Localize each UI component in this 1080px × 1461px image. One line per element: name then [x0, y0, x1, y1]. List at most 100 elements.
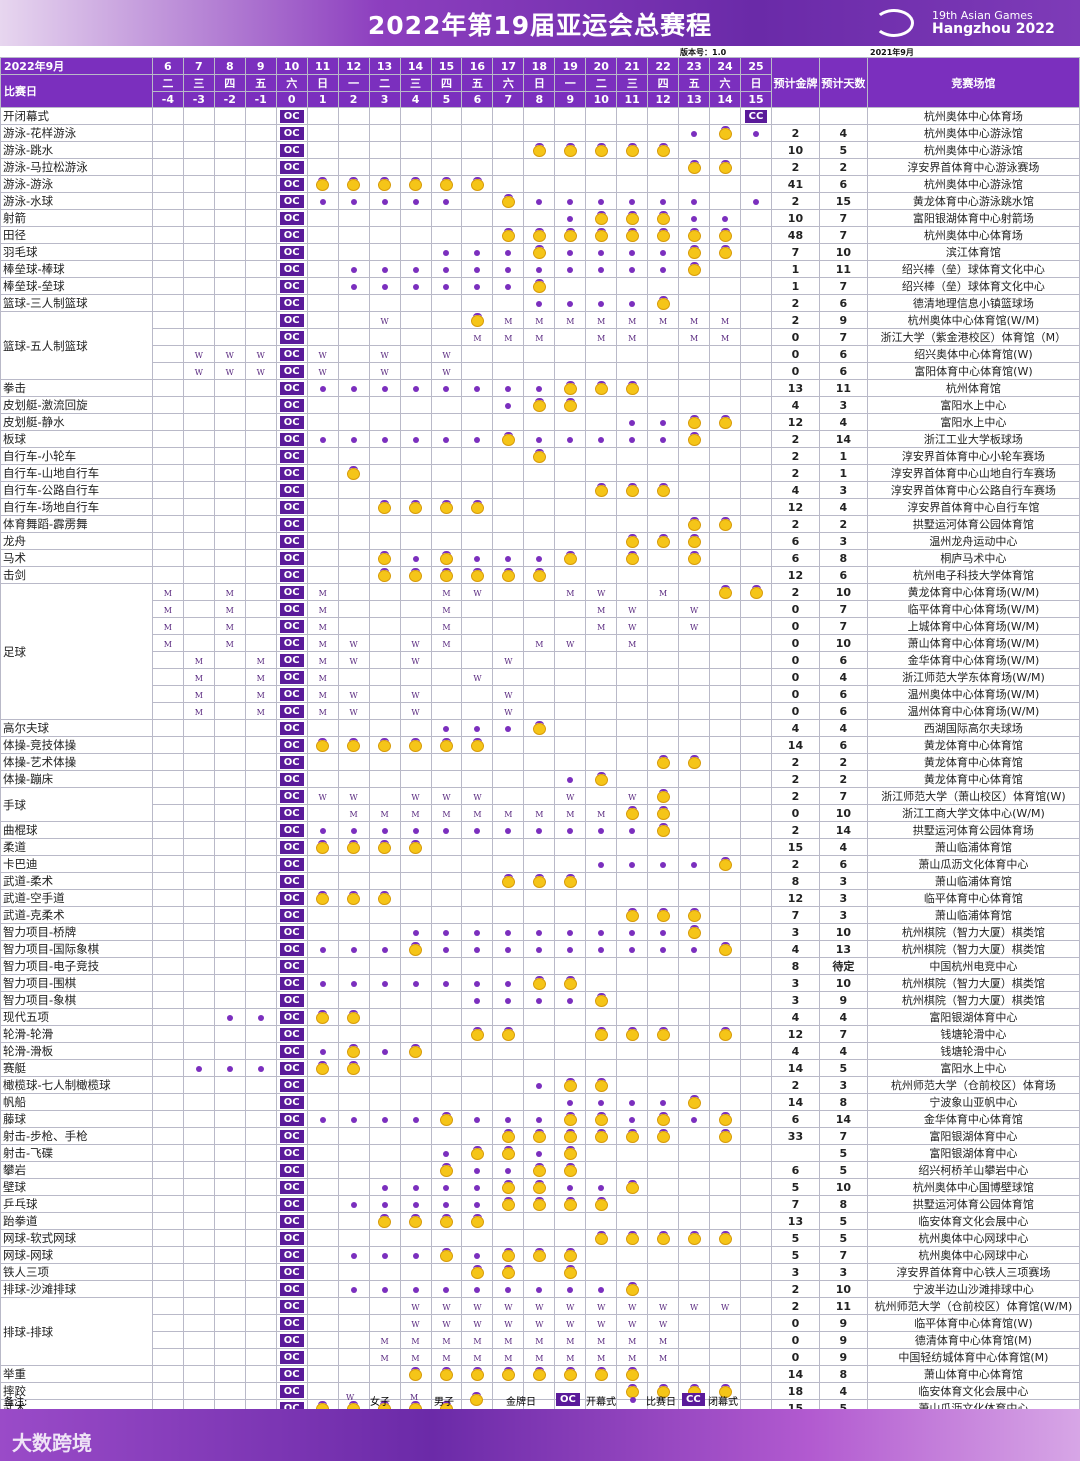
day-cell: [430, 838, 463, 856]
day-cell: [399, 328, 432, 346]
legend-m-label: 男子: [434, 1397, 454, 1408]
day-cell: [523, 192, 556, 210]
day-cell: [461, 1042, 494, 1060]
date-header: 7: [182, 57, 215, 75]
expected-gold: 0: [771, 1331, 820, 1349]
day-cell: [585, 566, 618, 584]
day-cell: [368, 651, 401, 669]
day-cell: [740, 1178, 772, 1196]
day-cell: [182, 634, 215, 652]
day-cell: [523, 345, 556, 363]
opening-ceremony-mark: OC: [279, 671, 304, 684]
women-mark: W: [318, 792, 327, 802]
day-cell: [647, 1263, 680, 1281]
day-cell: [244, 328, 277, 346]
day-cell: [585, 379, 618, 397]
day-cell: [616, 940, 649, 958]
day-cell: [709, 1025, 742, 1043]
day-cell: [213, 1008, 246, 1026]
day-cell: [182, 328, 215, 346]
day-cell: [492, 362, 525, 380]
schedule-row: 体操-蹦床 OC 2 2 黄龙体育中心体育馆: [0, 770, 1080, 788]
expected-days: 5: [818, 1212, 868, 1230]
day-cell: [213, 396, 246, 414]
legend-note: 备注:: [4, 1397, 28, 1408]
day-cell: M: [554, 1331, 587, 1349]
day-cell: [740, 345, 772, 363]
competition-day-icon: [474, 249, 481, 256]
gold-medal-icon: [594, 482, 608, 497]
men-mark: M: [411, 809, 420, 819]
day-cell: [337, 923, 370, 941]
competition-day-icon: [629, 1099, 636, 1106]
day-cell: [368, 1263, 401, 1281]
day-cell: [740, 498, 772, 516]
day-cell: [740, 1195, 772, 1213]
schedule-row: 自行车-小轮车 OC 2 1 淳安界首体育中心小轮车赛场: [0, 447, 1080, 465]
schedule-row: 铁人三项 OC 3 3 淳安界首体育中心铁人三项赛场: [0, 1263, 1080, 1281]
day-cell: [523, 175, 556, 193]
expected-gold: 12: [771, 498, 820, 516]
day-cell: [740, 1297, 772, 1315]
day-cell: [337, 1025, 370, 1043]
day-cell: [678, 345, 711, 363]
day-cell: [461, 719, 494, 737]
day-cell: [461, 1144, 494, 1162]
day-cell: [151, 702, 184, 720]
expected-gold: 2: [771, 583, 820, 601]
day-cell: [244, 736, 277, 754]
men-mark: M: [225, 605, 234, 615]
expected-days: 4: [818, 498, 868, 516]
day-cell: [709, 1212, 742, 1230]
day-cell: [461, 634, 494, 652]
day-cell: OC: [275, 413, 308, 431]
day-cell: W: [616, 600, 649, 618]
day-cell: [213, 532, 246, 550]
sport-name: 柔道: [0, 838, 153, 856]
day-cell: M: [709, 311, 742, 329]
day-cell: [337, 855, 370, 873]
day-cell: [740, 515, 772, 533]
day-cell: [740, 1263, 772, 1281]
competition-day-icon: [443, 929, 450, 936]
day-cell: [306, 1042, 339, 1060]
competition-day-icon: [660, 419, 667, 426]
venue: 富阳水上中心: [866, 1059, 1080, 1077]
day-cell: [461, 532, 494, 550]
day-cell: [585, 549, 618, 567]
gold-medal-icon: [439, 1111, 453, 1126]
schedule-row: 帆船 OC 14 8 宁波象山亚帆中心: [0, 1093, 1080, 1111]
day-cell: OC: [275, 1348, 308, 1366]
expected-gold: 14: [771, 1059, 820, 1077]
day-cell: [740, 328, 772, 346]
day-cell: [399, 294, 432, 312]
gold-medal-icon: [718, 584, 732, 599]
schedule-row: M M OC M W W W 0 6 金华体育中心体育场(W/M): [1, 651, 1080, 669]
day-cell: [182, 124, 215, 142]
gold-medal-icon: [625, 142, 639, 157]
day-cell: M: [492, 311, 525, 329]
day-cell: M: [492, 1348, 525, 1366]
day-cell: [430, 702, 463, 720]
day-cell: OC: [275, 889, 308, 907]
day-cell: [244, 192, 277, 210]
day-cell: OC: [275, 855, 308, 873]
day-cell: [585, 396, 618, 414]
day-cell: [554, 481, 587, 499]
day-cell: W: [616, 617, 649, 635]
expected-gold: 1: [771, 260, 820, 278]
day-cell: M: [399, 1348, 432, 1366]
day-cell: [399, 906, 432, 924]
day-cell: [740, 787, 772, 805]
gold-medal-icon: [687, 244, 701, 259]
venue: 富阳银湖体育中心射箭场: [866, 209, 1080, 227]
day-cell: [678, 481, 711, 499]
day-cell: [151, 430, 184, 448]
day-cell: W: [523, 1314, 556, 1332]
day-cell: [616, 1229, 649, 1247]
men-mark: M: [690, 316, 699, 326]
day-cell: [709, 1161, 742, 1179]
day-cell: [554, 413, 587, 431]
venue: 杭州奥体中心网球中心: [866, 1229, 1080, 1247]
day-cell: M: [616, 1348, 649, 1366]
